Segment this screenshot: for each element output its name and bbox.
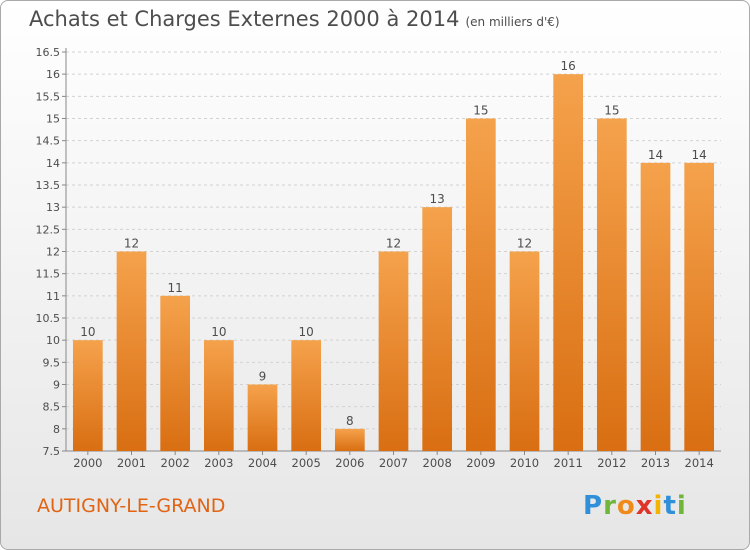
y-tick-label: 9.5 (43, 356, 61, 369)
proxiti-logo: Proxiti (583, 491, 687, 521)
y-tick-label: 13.5 (36, 179, 61, 192)
bar-2008 (422, 207, 453, 451)
x-tick-label: 2003 (204, 456, 233, 470)
y-tick-label: 16 (46, 68, 60, 81)
bar-2003 (203, 340, 234, 451)
y-tick-label: 16.5 (36, 46, 61, 59)
y-tick-label: 15.5 (36, 90, 61, 103)
data-label: 10 (80, 325, 95, 339)
y-tick-label: 12.5 (36, 223, 61, 236)
x-tick-label: 2014 (685, 456, 714, 470)
y-tick-label: 14.5 (36, 135, 61, 148)
y-tick-label: 12 (46, 246, 60, 259)
data-label: 8 (346, 414, 354, 428)
bar-2005 (291, 340, 322, 451)
data-label: 15 (473, 104, 488, 118)
data-label: 10 (299, 325, 314, 339)
data-label: 13 (430, 192, 445, 206)
x-tick-label: 2004 (248, 456, 277, 470)
data-label: 16 (561, 59, 576, 73)
y-tick-label: 10 (46, 334, 60, 347)
bar-2000 (72, 340, 103, 451)
y-tick-label: 8.5 (43, 401, 61, 414)
x-tick-label: 2010 (510, 456, 539, 470)
x-tick-label: 2002 (161, 456, 190, 470)
data-label: 15 (604, 104, 619, 118)
bar-2002 (160, 295, 191, 451)
data-label: 12 (124, 237, 139, 251)
title-text: Achats et Charges Externes 2000 à 2014 (29, 7, 460, 31)
bar-2009 (465, 118, 496, 451)
data-label: 14 (648, 148, 663, 162)
data-label: 12 (386, 237, 401, 251)
bar-2011 (553, 74, 584, 452)
bar-2004 (247, 384, 278, 451)
data-label: 14 (692, 148, 707, 162)
x-tick-label: 2013 (641, 456, 670, 470)
y-tick-label: 10.5 (36, 312, 61, 325)
y-tick-label: 7.5 (43, 445, 61, 458)
x-tick-label: 2000 (73, 456, 102, 470)
bar-2006 (334, 428, 365, 451)
y-tick-label: 13 (46, 201, 60, 214)
chart-title: Achats et Charges Externes 2000 à 2014 (e… (29, 7, 560, 31)
bar-2012 (596, 118, 627, 451)
x-tick-label: 2001 (117, 456, 146, 470)
data-label: 9 (259, 370, 267, 384)
y-tick-label: 11 (46, 290, 60, 303)
x-tick-label: 2007 (379, 456, 408, 470)
y-tick-label: 11.5 (36, 268, 61, 281)
data-label: 11 (168, 281, 183, 295)
bar-2007 (378, 251, 409, 451)
x-tick-label: 2009 (466, 456, 495, 470)
x-tick-label: 2006 (335, 456, 364, 470)
bar-2014 (684, 162, 715, 452)
data-label: 10 (211, 325, 226, 339)
commune-name: AUTIGNY-LE-GRAND (37, 495, 226, 517)
bar-2013 (640, 162, 671, 452)
y-tick-label: 15 (46, 113, 60, 126)
x-tick-label: 2012 (597, 456, 626, 470)
x-tick-label: 2005 (292, 456, 321, 470)
data-label: 12 (517, 237, 532, 251)
y-tick-label: 8 (53, 423, 60, 436)
y-tick-label: 9 (53, 379, 60, 392)
bar-2001 (116, 251, 147, 451)
x-tick-label: 2011 (554, 456, 583, 470)
bar-2010 (509, 251, 540, 451)
y-tick-label: 14 (46, 157, 60, 170)
title-unit: (en milliers d'€) (465, 15, 560, 29)
x-tick-label: 2008 (423, 456, 452, 470)
